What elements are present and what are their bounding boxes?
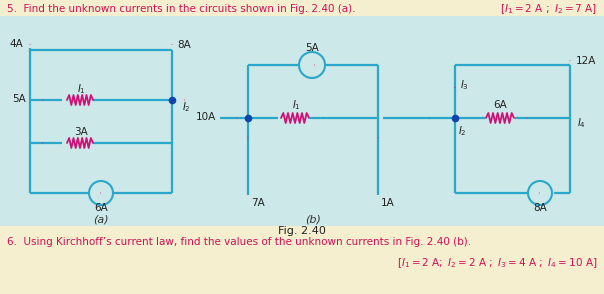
Text: $I_2$: $I_2$ <box>182 100 191 114</box>
Text: 8A: 8A <box>533 203 547 213</box>
Text: $I_2$: $I_2$ <box>458 124 467 138</box>
Text: 5A: 5A <box>305 43 319 53</box>
Text: (a): (a) <box>93 215 109 225</box>
Text: 3A: 3A <box>74 127 88 137</box>
Text: 6A: 6A <box>94 203 108 213</box>
Circle shape <box>528 181 552 205</box>
Text: 5A: 5A <box>12 94 26 104</box>
Text: Fig. 2.40: Fig. 2.40 <box>278 226 326 236</box>
Circle shape <box>299 52 325 78</box>
Text: 6A: 6A <box>493 100 507 110</box>
Text: 7A: 7A <box>251 198 265 208</box>
Text: 10A: 10A <box>196 112 216 122</box>
Text: $I_3$: $I_3$ <box>460 78 469 92</box>
Bar <box>0 226 604 294</box>
Text: 12A: 12A <box>576 56 596 66</box>
Text: $I_4$: $I_4$ <box>577 116 586 130</box>
Circle shape <box>89 181 113 205</box>
Text: 8A: 8A <box>177 40 191 50</box>
Bar <box>0 0 604 16</box>
Text: $I_1$: $I_1$ <box>292 98 300 112</box>
Text: $I_1$: $I_1$ <box>77 82 85 96</box>
Text: (b): (b) <box>305 215 321 225</box>
Text: 4A: 4A <box>9 39 23 49</box>
Text: $[I_1 = 2\ \mathrm{A}\ ;\ I_2 = 7\ \mathrm{A}]$: $[I_1 = 2\ \mathrm{A}\ ;\ I_2 = 7\ \math… <box>500 2 597 16</box>
Bar <box>0 16 604 226</box>
Text: $[I_1 = 2\ \mathrm{A};\ I_2 = 2\ \mathrm{A}\ ;\ I_3 = 4\ \mathrm{A}\ ;\ I_4 = 10: $[I_1 = 2\ \mathrm{A};\ I_2 = 2\ \mathrm… <box>397 256 597 270</box>
Text: 6.  Using Kirchhoff’s current law, find the values of the unknown currents in Fi: 6. Using Kirchhoff’s current law, find t… <box>7 237 471 247</box>
Text: 5.  Find the unknown currents in the circuits shown in Fig. 2.40 (a).: 5. Find the unknown currents in the circ… <box>7 4 356 14</box>
Text: 1A: 1A <box>381 198 395 208</box>
